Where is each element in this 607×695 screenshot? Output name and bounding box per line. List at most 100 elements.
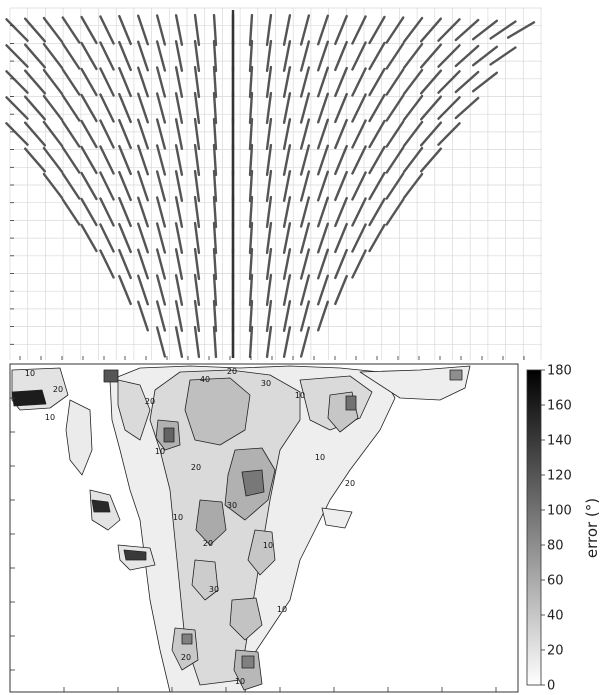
field-segment (334, 222, 348, 254)
field-segment (155, 326, 167, 358)
field-segment (402, 172, 424, 200)
field-segment (437, 96, 461, 120)
field-segment (137, 118, 149, 150)
colorbar-tick-label: 100 (547, 504, 572, 519)
field-segment (99, 93, 115, 123)
field-segment (265, 91, 273, 125)
field-segment (193, 195, 201, 229)
field-segment (193, 169, 201, 203)
field-segment (193, 39, 201, 73)
colorbar-tick-label: 140 (547, 434, 572, 449)
contour-label: 20 (227, 367, 237, 376)
field-segment (174, 300, 184, 332)
contour-label: 30 (209, 585, 219, 594)
field-segment (317, 118, 329, 150)
field-segment (99, 15, 115, 45)
field-segment (385, 16, 405, 44)
field-segment (212, 91, 218, 125)
field-segment (155, 40, 167, 72)
field-segment (99, 145, 115, 175)
field-segment (351, 15, 367, 45)
field-segment (248, 221, 254, 255)
field-segment (212, 143, 218, 177)
colorbar-tick-label: 80 (547, 539, 564, 554)
field-segment (402, 94, 424, 122)
contour-label: 20 (53, 385, 63, 394)
field-segment (193, 221, 201, 255)
field-segment (265, 247, 273, 281)
field-segment (174, 170, 184, 202)
colorbar-tick-label: 160 (547, 399, 572, 414)
field-segment (137, 300, 149, 332)
contour-region (181, 633, 193, 645)
field-segment (174, 274, 184, 306)
contour-region (241, 469, 265, 497)
field-segment (137, 144, 149, 176)
field-segment (155, 222, 167, 254)
field-segment (137, 170, 149, 202)
field-segment (5, 70, 29, 94)
field-segment (299, 170, 311, 202)
field-segment (265, 117, 273, 151)
field-segment (174, 118, 184, 150)
field-segment (385, 146, 405, 174)
field-segment (282, 274, 292, 306)
field-segment (385, 94, 405, 122)
field-segment (174, 14, 184, 46)
field-segment (212, 13, 218, 47)
field-segment (248, 39, 254, 73)
contour-label: 10 (25, 369, 35, 378)
field-segment (212, 169, 218, 203)
field-segment (385, 198, 405, 226)
field-segment (317, 14, 329, 46)
field-segment (317, 144, 329, 176)
field-segment (248, 13, 254, 47)
field-segment (212, 325, 218, 359)
field-segment (248, 65, 254, 99)
field-segment (265, 143, 273, 177)
field-segment (193, 13, 201, 47)
field-segment (42, 68, 64, 96)
field-segment (174, 66, 184, 98)
contour-region (195, 499, 227, 546)
field-segment (23, 147, 47, 173)
field-segment (471, 19, 499, 41)
field-segment (368, 223, 386, 253)
field-segment (299, 326, 311, 358)
field-segment (137, 248, 149, 280)
contour-region (91, 499, 111, 513)
colorbar-tick-label: 20 (547, 644, 564, 659)
colorbar-tick-label: 120 (547, 469, 572, 484)
field-segment (454, 44, 480, 68)
field-segment (317, 66, 329, 98)
field-segment (454, 18, 480, 42)
field-segment (5, 18, 29, 42)
field-segment (61, 42, 81, 70)
contour-label: 20 (345, 479, 355, 488)
field-segment (368, 145, 386, 175)
field-segment (155, 66, 167, 98)
field-segment (248, 117, 254, 151)
field-segment (42, 120, 64, 148)
orientation-panel (5, 7, 542, 360)
contour-labels: 10 20 10 40 20 30 10 20 10 20 30 10 20 10 20 10 30 10 20 10 (25, 367, 355, 686)
field-segment (282, 222, 292, 254)
field-segment (437, 122, 461, 146)
field-segment (351, 41, 367, 71)
field-segment (351, 223, 367, 253)
field-segment (212, 221, 218, 255)
field-segment (248, 91, 254, 125)
field-segment (282, 300, 292, 332)
field-segment (248, 247, 254, 281)
field-segment (368, 171, 386, 201)
field-segment (99, 197, 115, 227)
contour-region (449, 369, 463, 381)
field-segment (334, 274, 348, 306)
colorbar-ticks: 0 20 40 60 80 100 120 140 160 180 (541, 364, 572, 694)
field-segment (212, 299, 218, 333)
field-segment (80, 145, 98, 175)
field-segment (419, 121, 443, 147)
field-segment (282, 170, 292, 202)
field-segment (489, 46, 517, 66)
